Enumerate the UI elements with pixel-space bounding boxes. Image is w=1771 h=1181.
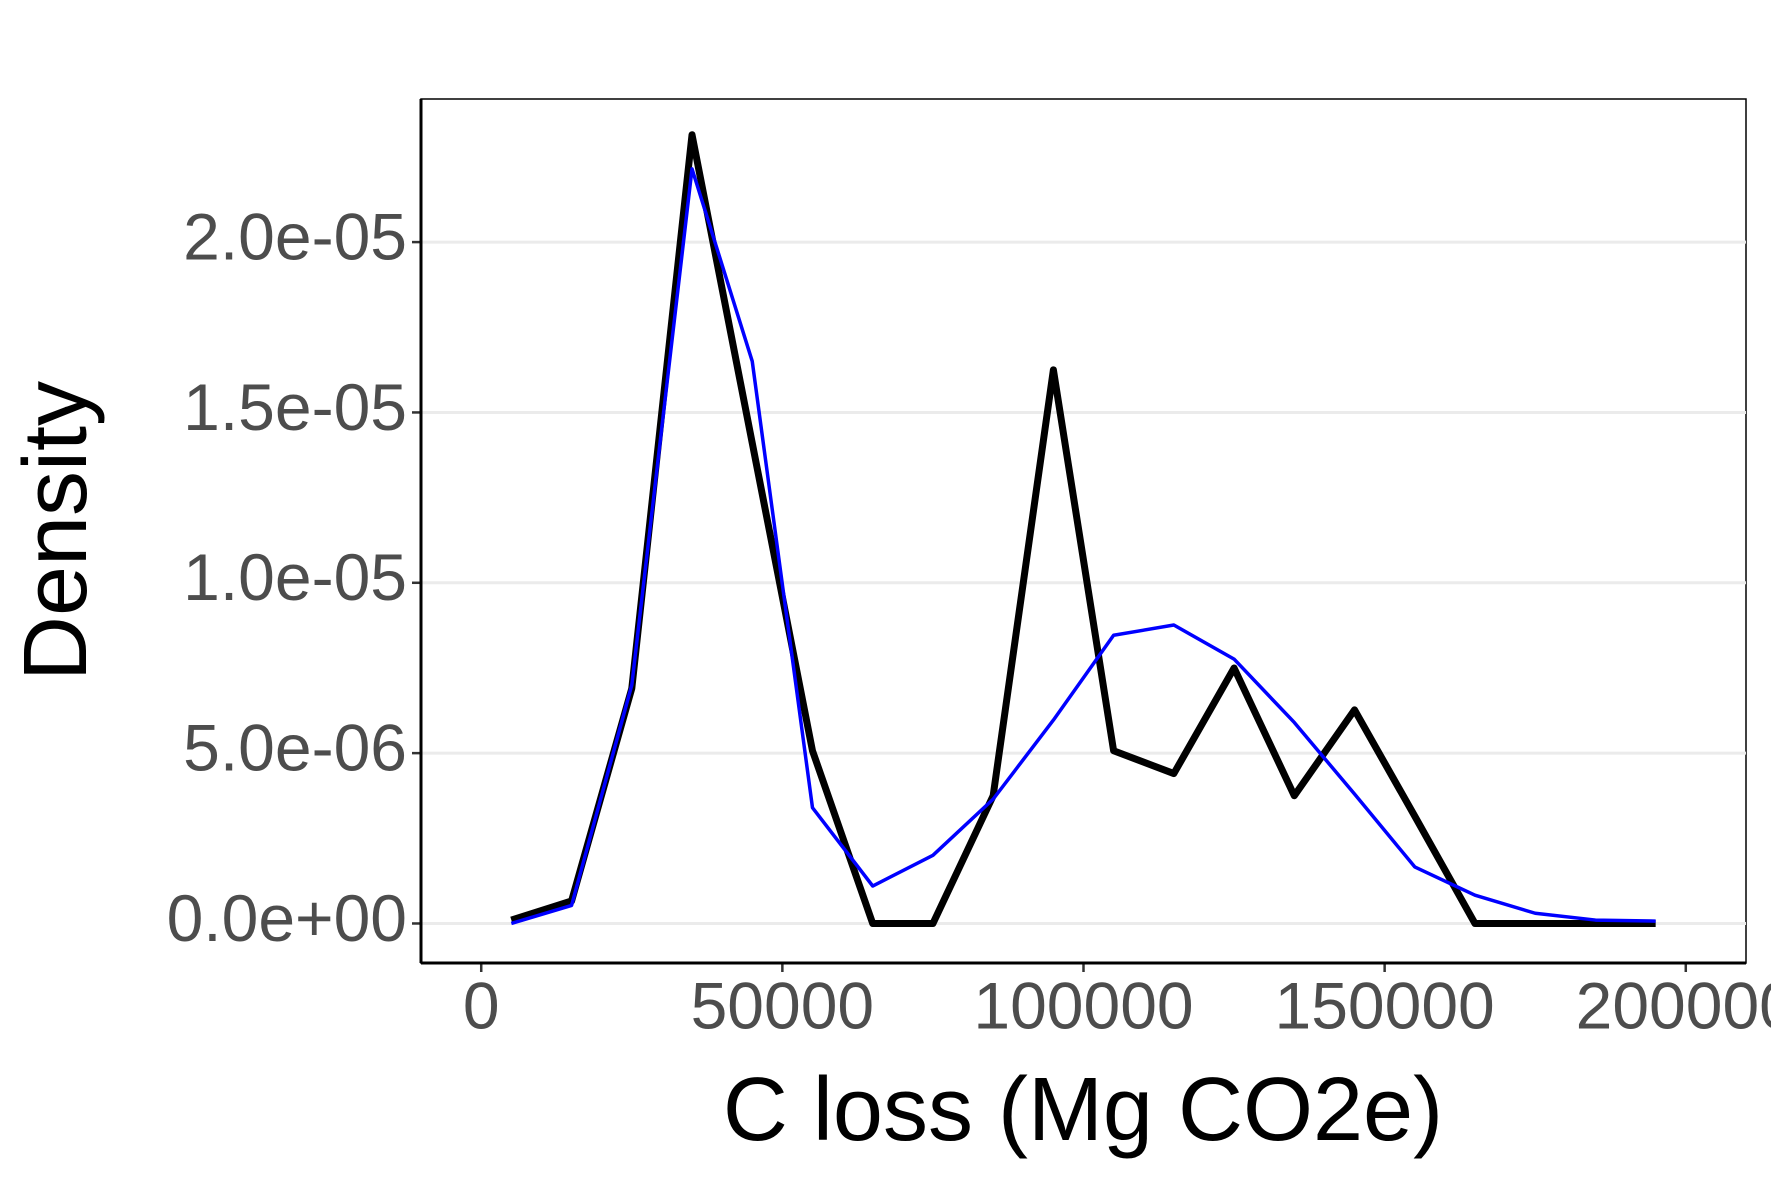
y-axis-title: Density [6,381,106,681]
y-tick-label: 2.0e-05 [183,200,407,274]
plot-panel [420,98,1747,964]
y-tick-label: 5.0e-06 [183,711,407,785]
x-tick-label: 50000 [691,968,875,1042]
x-tick-label: 0 [463,968,500,1042]
x-tick-label: 150000 [1275,968,1495,1042]
y-tick-label: 1.5e-05 [183,370,407,444]
y-tick-label: 1.0e-05 [183,540,407,614]
data-line [510,167,1656,926]
x-tick-label: 100000 [973,968,1193,1042]
x-tick-label: 200000 [1576,968,1771,1042]
y-tick-label: 0.0e+00 [167,881,407,955]
x-axis-title: C loss (Mg CO2e) [723,1060,1443,1160]
data-line [510,131,1656,927]
